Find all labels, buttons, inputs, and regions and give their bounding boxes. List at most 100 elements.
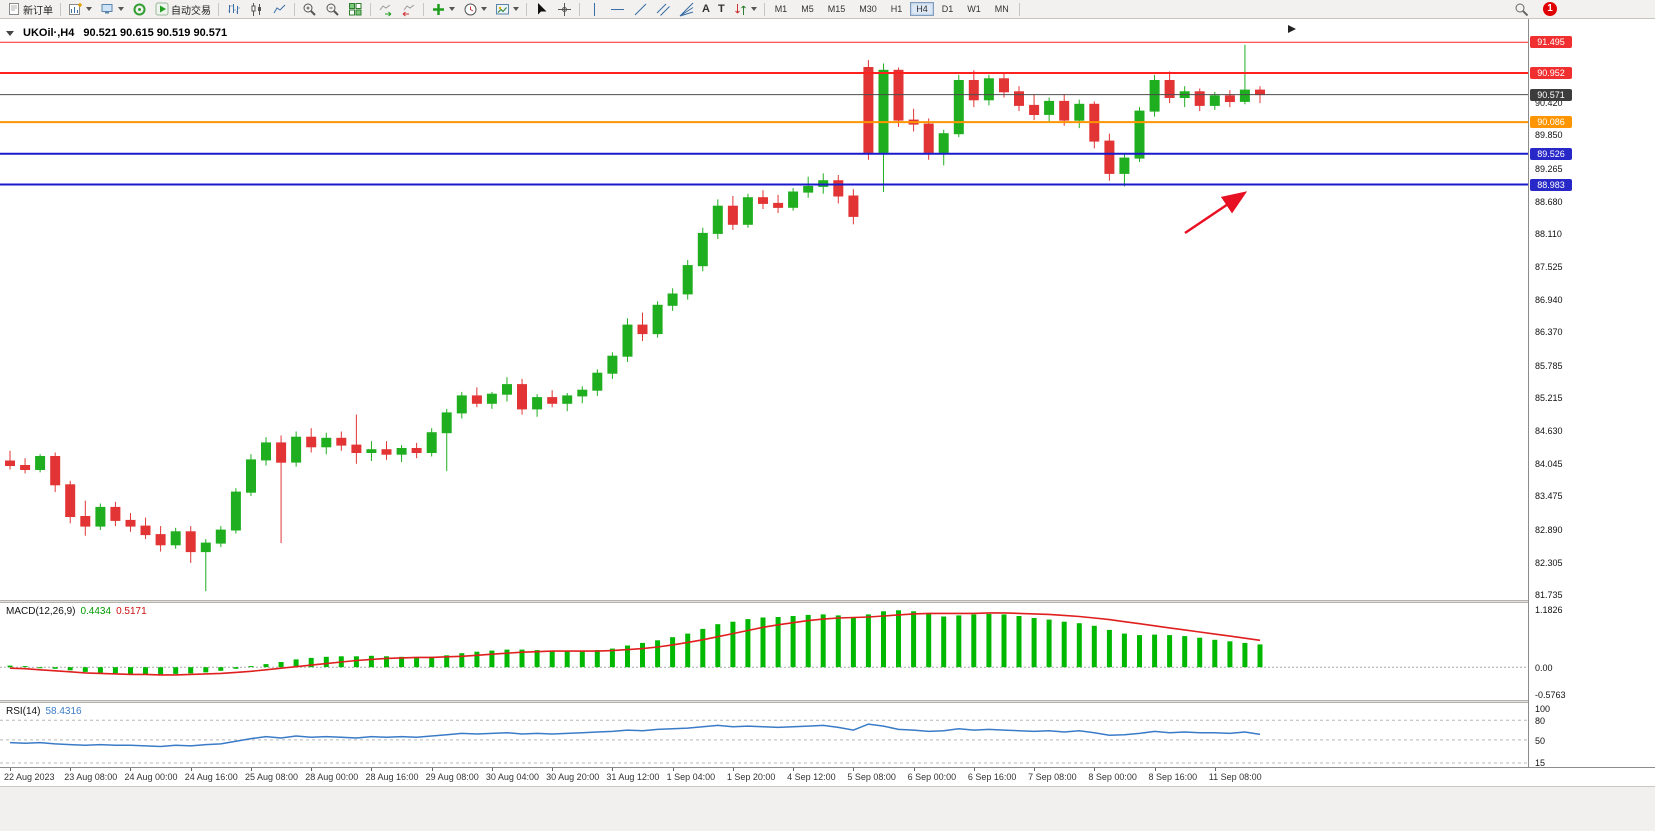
tile-windows-button[interactable] [344, 1, 367, 18]
time-axis-tick [1154, 768, 1156, 771]
toolbar-separator [294, 2, 295, 16]
vertical-line-tool-button[interactable] [583, 1, 606, 18]
chart-end-marker [1288, 25, 1296, 33]
time-axis-tick [491, 768, 493, 771]
indicators-caret-icon [449, 7, 455, 11]
clock-icon [464, 3, 477, 15]
price-tag: 91.495 [1530, 36, 1572, 49]
arrows-tool-button[interactable] [729, 1, 761, 18]
rsi-axis-label: 50 [1535, 735, 1546, 746]
channel-tool-button[interactable] [652, 1, 675, 18]
line-chart-button[interactable] [268, 1, 291, 18]
time-axis-label: 1 Sep 04:00 [666, 772, 716, 782]
macd-label: MACD(12,26,9) 0.4434 0.5171 [6, 606, 147, 617]
new-order-button[interactable]: 新订单 [3, 1, 57, 18]
fibonacci-tool-button[interactable] [675, 1, 698, 18]
new-order-label: 新订单 [23, 5, 53, 17]
zoom-out-button[interactable] [321, 1, 344, 18]
time-axis-tick [1034, 768, 1036, 771]
panel-splitter[interactable] [0, 600, 1655, 603]
fibonacci-icon [679, 2, 694, 16]
price-axis-label: 84.630 [1535, 425, 1563, 436]
templates-button[interactable] [491, 1, 523, 18]
time-axis-tick [70, 768, 72, 771]
auto-scroll-button[interactable] [374, 1, 397, 18]
toolbar-separator [60, 2, 61, 16]
cursor-button[interactable] [530, 1, 553, 18]
profiles-caret-icon [118, 7, 124, 11]
trendline-tool-button[interactable] [629, 1, 652, 18]
time-axis-tick [1214, 768, 1216, 771]
time-axis[interactable]: 22 Aug 2023 23 Aug 08:00 24 Aug 00:00 24 Au… [0, 767, 1655, 786]
headset-icon [133, 3, 146, 15]
zoom-in-button[interactable] [298, 1, 321, 18]
time-axis-label: 28 Aug 16:00 [365, 772, 419, 782]
ohlc-dropdown-icon[interactable] [6, 30, 14, 36]
timeframe-mn[interactable]: MN [989, 2, 1015, 16]
timeframe-m1[interactable]: M1 [769, 2, 794, 16]
crosshair-button[interactable] [553, 1, 576, 18]
time-axis-tick [732, 768, 734, 771]
toolbar-separator [763, 2, 765, 16]
time-axis-label: 11 Sep 08:00 [1208, 772, 1262, 782]
price-tag: 90.952 [1530, 67, 1572, 80]
line-chart-icon [273, 4, 286, 13]
price-scale[interactable]: 90.420 89.850 89.265 88.680 88.110 87.525 86.9… [1528, 19, 1655, 768]
market-watch-button[interactable] [128, 1, 151, 18]
text-tool-button[interactable]: A [698, 1, 714, 18]
timeframe-m15[interactable]: M15 [822, 2, 852, 16]
macd-panel[interactable] [0, 603, 1528, 700]
arrows-caret-icon [750, 7, 757, 11]
trendline-icon [634, 3, 647, 15]
arrows-icon [734, 3, 746, 15]
time-axis-label: 25 Aug 08:00 [244, 772, 299, 782]
price-axis-label: 86.940 [1535, 295, 1563, 306]
time-axis-tick [913, 768, 915, 771]
time-axis-label: 31 Aug 12:00 [606, 772, 660, 782]
time-axis-label: 22 Aug 2023 [4, 772, 55, 782]
time-axis-tick [612, 768, 614, 771]
indicators-button[interactable] [427, 1, 459, 18]
profiles-icon [101, 3, 113, 13]
periods-button[interactable] [459, 1, 491, 18]
time-axis-tick [552, 768, 554, 771]
search-button[interactable] [1510, 1, 1533, 18]
price-axis-label: 89.850 [1535, 130, 1563, 141]
candlestick-chart-button[interactable] [245, 1, 268, 18]
time-axis-label: 4 Sep 12:00 [787, 772, 836, 782]
timeframe-m5[interactable]: M5 [795, 2, 820, 16]
new-chart-caret-icon [86, 7, 92, 11]
toolbar-separator [1018, 2, 1020, 16]
time-axis-label: 5 Sep 08:00 [847, 772, 896, 782]
rsi-value: 58.4316 [45, 706, 82, 717]
price-axis-label: 85.785 [1535, 360, 1563, 371]
label-tool-button[interactable]: T [714, 1, 729, 18]
timeframe-m30[interactable]: M30 [853, 2, 883, 16]
price-axis-label: 89.265 [1535, 163, 1563, 174]
timeframe-d1[interactable]: D1 [936, 2, 960, 16]
panel-splitter[interactable] [0, 700, 1655, 703]
chart-shift-icon [402, 4, 415, 16]
timeframe-h1[interactable]: H1 [885, 2, 909, 16]
main-chart-canvas[interactable] [0, 22, 1528, 600]
auto-scroll-icon [379, 4, 392, 16]
horizontal-line-tool-button[interactable] [606, 1, 629, 18]
rsi-panel[interactable] [0, 703, 1528, 767]
chart-shift-button[interactable] [397, 1, 420, 18]
timeframe-w1[interactable]: W1 [961, 2, 987, 16]
price-axis-label: 85.215 [1535, 392, 1563, 403]
price-axis-label: 81.735 [1535, 589, 1563, 600]
notification-badge[interactable]: 1 [1543, 2, 1557, 16]
price-axis-label: 88.110 [1535, 228, 1562, 239]
profiles-button[interactable] [96, 1, 128, 18]
main-toolbar: 新订单 自动交易 [0, 0, 1655, 19]
time-axis-label: 8 Sep 16:00 [1148, 772, 1198, 782]
autotrading-button[interactable]: 自动交易 [151, 1, 215, 18]
time-axis-tick [371, 768, 373, 771]
new-chart-button[interactable] [64, 1, 96, 18]
price-axis-label: 87.525 [1535, 262, 1563, 273]
timeframe-h4[interactable]: H4 [910, 2, 934, 16]
bar-chart-button[interactable] [222, 1, 245, 18]
new-chart-icon [69, 2, 82, 15]
